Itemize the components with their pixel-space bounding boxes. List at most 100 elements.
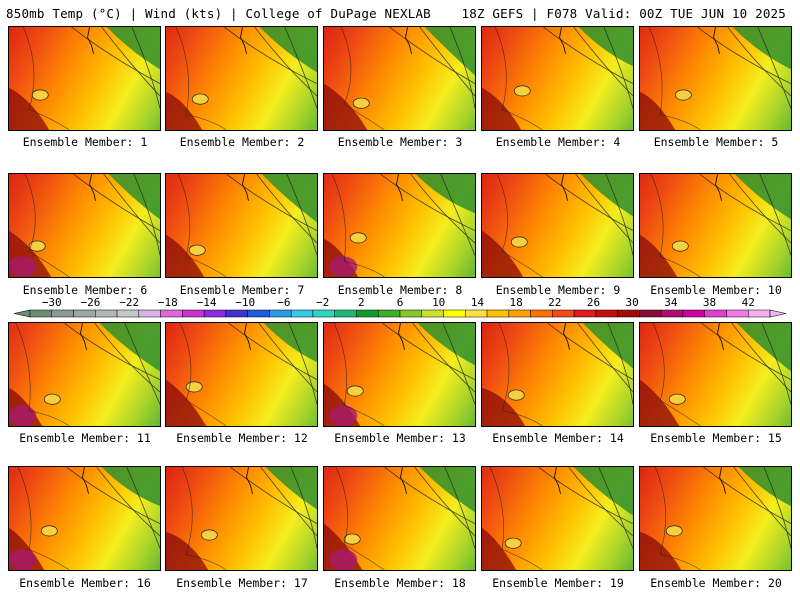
colorbar-tick-label: 6 <box>397 296 404 309</box>
coastline <box>717 323 724 350</box>
terrain-contour-pocket <box>31 89 49 101</box>
colorbar-tick-label: −10 <box>235 296 255 309</box>
height-contour-line <box>761 323 791 405</box>
colorbar-tick-label: 34 <box>664 296 678 309</box>
colorbar-swatch <box>95 309 118 318</box>
colorbar-swatch <box>617 309 640 318</box>
cool-airmass-region <box>261 174 317 223</box>
ensemble-member-map <box>8 173 161 278</box>
colorbar-swatch <box>747 309 771 318</box>
height-contour-line <box>449 27 475 109</box>
colorbar-swatch <box>377 309 401 318</box>
coastline <box>89 174 97 201</box>
terrain-contour-pocket <box>510 236 528 248</box>
ensemble-member-map <box>481 26 634 131</box>
colorbar-tick-label: −6 <box>277 296 290 309</box>
height-contour-line <box>64 323 160 381</box>
coastline <box>405 27 413 54</box>
ensemble-member-map <box>639 466 792 571</box>
ensemble-member-label: Ensemble Member: 16 <box>19 576 151 590</box>
ensemble-member-label: Ensemble Member: 12 <box>176 431 308 445</box>
ensemble-member-label: Ensemble Member: 4 <box>495 135 621 149</box>
height-contour-line <box>15 323 70 426</box>
ensemble-member-label: Ensemble Member: 9 <box>495 283 621 297</box>
ensemble-member-map <box>165 466 318 571</box>
height-contour-line <box>727 27 791 97</box>
ensemble-member-label: Ensemble Member: 1 <box>22 135 148 149</box>
colorbar-tick-label: 30 <box>626 296 639 309</box>
hot-core-region <box>166 91 203 130</box>
colorbar-tick-label: −22 <box>119 296 139 309</box>
height-contour-line <box>733 467 791 537</box>
colorbar-tick-label: 18 <box>509 296 522 309</box>
terrain-contour-pocket <box>349 232 367 244</box>
hot-core-region <box>482 87 522 130</box>
height-contour-line <box>226 174 317 232</box>
coastline <box>87 27 94 54</box>
colorbar-swatch <box>312 309 335 318</box>
colorbar-swatch <box>421 309 444 318</box>
coastline <box>713 27 720 54</box>
ensemble-member-label: Ensemble Member: 11 <box>19 431 151 445</box>
height-contour-line <box>654 467 701 570</box>
ensemble-member-map <box>481 173 634 278</box>
coastline <box>82 467 89 494</box>
ensemble-member-label: Ensemble Member: 15 <box>650 431 782 445</box>
ensemble-member-label: Ensemble Member: 3 <box>337 135 463 149</box>
colorbar-swatch <box>660 309 684 318</box>
ensemble-member-label: Ensemble Member: 20 <box>650 576 782 590</box>
colorbar-swatch <box>203 309 227 318</box>
cool-airmass-region <box>417 323 475 366</box>
height-contour-line <box>228 323 317 381</box>
height-contour-line <box>757 27 791 109</box>
colorbar-tick-label: 26 <box>587 296 600 309</box>
ensemble-member-map <box>323 466 476 571</box>
terrain-contour-pocket <box>674 89 692 101</box>
cool-airmass-region <box>419 467 475 513</box>
cool-airmass-region <box>101 467 160 507</box>
coastline <box>79 323 87 350</box>
colorbar-swatch <box>595 309 618 318</box>
terrain-contour-pocket <box>28 240 46 252</box>
coastline <box>246 467 254 494</box>
colorbar-swatch <box>639 309 662 318</box>
height-contour-line <box>384 467 475 525</box>
height-contour-line <box>175 27 227 130</box>
height-contour-line <box>96 467 160 537</box>
coastline <box>398 323 405 350</box>
height-contour-line <box>335 467 385 570</box>
coastline <box>719 467 727 494</box>
height-contour-line <box>71 27 160 85</box>
terrain-contour-pocket <box>346 385 364 397</box>
ensemble-member-label: Ensemble Member: 19 <box>492 576 624 590</box>
terrain-contour-pocket <box>668 393 686 405</box>
colorbar-tick-label: 2 <box>358 296 365 309</box>
hot-core-region <box>640 234 678 277</box>
ensemble-member-map <box>165 173 318 278</box>
ensemble-member-label: Ensemble Member: 7 <box>179 283 305 297</box>
colorbar-tick-label: 38 <box>703 296 716 309</box>
terrain-contour-pocket <box>504 537 522 549</box>
hot-core-region <box>482 230 524 277</box>
ensemble-member-label: Ensemble Member: 5 <box>653 135 779 149</box>
terrain-contour-pocket <box>352 97 370 109</box>
colorbar-swatch <box>73 309 96 318</box>
hot-core-region <box>482 527 517 570</box>
ensemble-member-map <box>481 322 634 427</box>
terrain-contour-pocket <box>507 389 525 401</box>
height-contour-line <box>410 174 475 244</box>
model-valid-time: 18Z GEFS | F078 Valid: 00Z TUE JUN 10 20… <box>461 6 786 21</box>
height-contour-line <box>731 323 791 393</box>
colorbar-swatch <box>573 309 597 318</box>
colorbar-swatch <box>465 309 488 318</box>
ensemble-member-map <box>165 26 318 131</box>
ensemble-member-map <box>481 466 634 571</box>
cool-airmass-region <box>582 323 633 369</box>
colorbar-swatch <box>399 309 423 318</box>
height-contour-line <box>284 27 317 109</box>
colorbar-tick-label: −30 <box>42 296 62 309</box>
colorbar-swatch <box>552 309 575 318</box>
hot-core-region <box>640 379 680 426</box>
colorbar-swatch <box>508 309 531 318</box>
colorbar-max-arrow <box>769 309 786 318</box>
